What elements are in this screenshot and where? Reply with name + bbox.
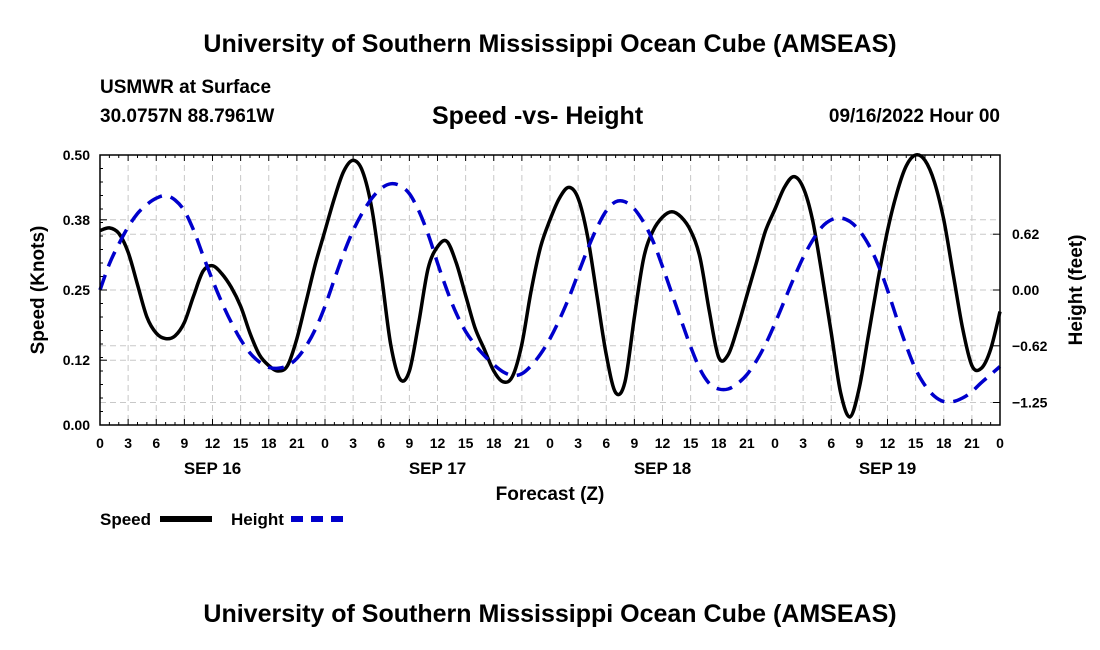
legend-height-label: Height: [231, 510, 284, 529]
x-tick-label: 3: [349, 435, 357, 451]
height-series-line: [98, 181, 1002, 404]
y-tick-label-left: 0.38: [63, 212, 90, 228]
x-tick-label: 9: [630, 435, 638, 451]
x-tick-label: 0: [996, 435, 1004, 451]
footer-title: University of Southern Mississippi Ocean…: [203, 600, 897, 628]
y-tick-label-left: 0.25: [63, 282, 90, 298]
x-tick-label: 9: [180, 435, 188, 451]
x-tick-label: 0: [546, 435, 554, 451]
series-group: [98, 153, 1002, 419]
x-axis-label: Forecast (Z): [496, 484, 605, 505]
x-tick-label: 21: [964, 435, 980, 451]
x-tick-label: 12: [205, 435, 221, 451]
x-tick-label: 0: [321, 435, 329, 451]
station-label: USMWR at Surface: [100, 77, 272, 98]
legend-speed-label: Speed: [100, 510, 152, 529]
x-tick-label: 0: [96, 435, 104, 451]
legend-height-swatch: [291, 516, 343, 522]
y-tick-label-right: −1.25: [1012, 395, 1048, 411]
y-tick-label-right: 0.62: [1012, 226, 1039, 242]
y-tick-label-right: −0.62: [1012, 338, 1048, 354]
x-tick-label: 12: [430, 435, 446, 451]
page-title: University of Southern Mississippi Ocean…: [203, 30, 897, 58]
datetime-label: 09/16/2022 Hour 00: [828, 106, 1000, 127]
x-tick-label: 6: [152, 435, 160, 451]
x-tick-label: 21: [514, 435, 530, 451]
x-tick-label: 18: [486, 435, 502, 451]
x-tick-label: 6: [602, 435, 610, 451]
x-tick-label: 18: [711, 435, 727, 451]
x-tick-label: 6: [377, 435, 385, 451]
x-tick-label: 9: [855, 435, 863, 451]
date-label: SEP 16: [184, 459, 241, 478]
x-tick-label: 15: [458, 435, 474, 451]
ticks: 0 3 6 9 12 15 18 21 0 3 6 9 12 15 18 21 0 3 6 9 12 15 18 21 0 3 6 9…: [63, 147, 1048, 478]
date-label: SEP 17: [409, 459, 466, 478]
x-tick-label: 12: [880, 435, 896, 451]
x-tick-label: 6: [827, 435, 835, 451]
x-tick-label: 21: [739, 435, 755, 451]
y-axis-label-right: Height (feet): [1066, 235, 1087, 346]
x-tick-label: 12: [655, 435, 671, 451]
chart-title: Speed -vs- Height: [432, 102, 644, 130]
x-tick-label: 15: [233, 435, 249, 451]
x-tick-label: 9: [405, 435, 413, 451]
x-tick-label: 15: [908, 435, 924, 451]
legend-speed-swatch: [160, 516, 212, 522]
y-tick-label-right: 0.00: [1012, 282, 1039, 298]
x-tick-label: 21: [289, 435, 305, 451]
y-tick-label-left: 0.50: [63, 147, 90, 163]
x-tick-label: 3: [799, 435, 807, 451]
x-tick-label: 18: [936, 435, 952, 451]
x-tick-label: 0: [771, 435, 779, 451]
coordinates-label: 30.0757N 88.7961W: [100, 106, 275, 127]
y-tick-label-left: 0.00: [63, 417, 90, 433]
x-tick-label: 3: [574, 435, 582, 451]
y-tick-label-left: 0.12: [63, 352, 90, 368]
x-tick-label: 18: [261, 435, 277, 451]
date-label: SEP 18: [634, 459, 691, 478]
date-label: SEP 19: [859, 459, 916, 478]
x-tick-label: 3: [124, 435, 132, 451]
grid: [100, 154, 1000, 426]
x-tick-label: 15: [683, 435, 699, 451]
y-axis-label-left: Speed (Knots): [28, 226, 49, 355]
speed-series-line: [99, 153, 1002, 419]
